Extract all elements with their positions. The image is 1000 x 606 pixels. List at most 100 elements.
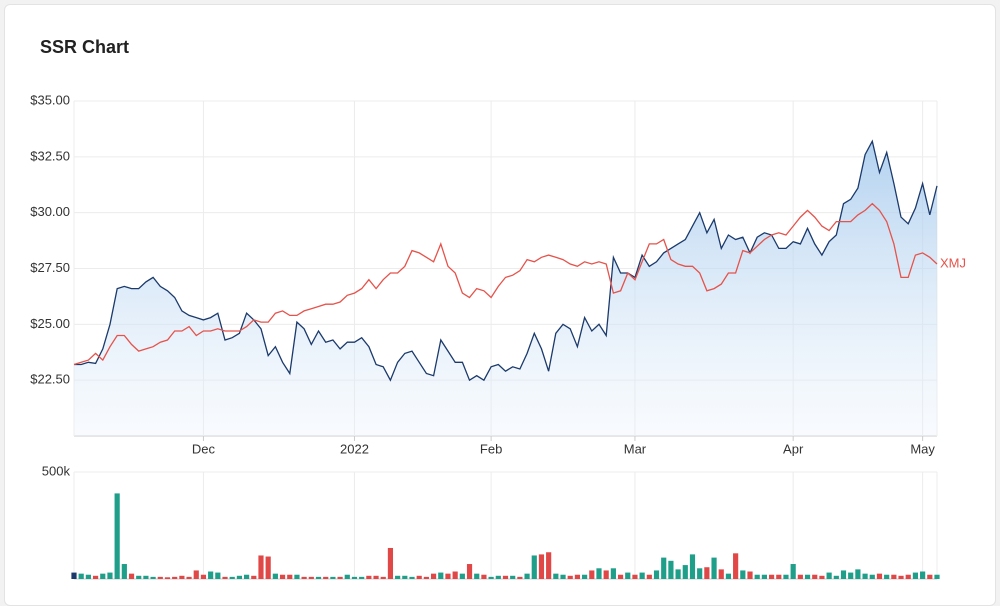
volume-bar [596,568,602,579]
volume-bar [164,577,171,579]
volume-bar [301,576,307,579]
volume-bar [639,572,645,579]
volume-bar [409,576,415,579]
volume-bar [323,576,329,579]
volume-bar [380,576,386,579]
series-label: XMJ [940,255,966,270]
volume-bar [337,576,343,579]
volume-bar [754,574,760,579]
y-tick-label: $32.50 [30,148,70,163]
chart-title: SSR Chart [40,37,129,57]
volume-bar [927,574,933,579]
volume-bar [466,564,473,579]
volume-bar [78,573,84,579]
volume-bar [610,568,616,579]
volume-bar [711,557,717,579]
volume-bar [884,574,890,579]
y-tick-label: 500k [42,463,71,478]
volume-bar [682,565,688,579]
x-tick-label: Apr [783,441,804,456]
volume-bar [186,576,192,579]
volume-bar [812,574,818,579]
volume-bar [359,576,365,579]
volume-bar [553,573,559,579]
volume-bar [761,574,767,579]
volume-bar [258,555,264,579]
volume-bar [704,567,710,579]
volume-bar [430,573,437,579]
volume-bar [819,575,825,579]
volume-bar [747,571,753,579]
volume-bar [697,568,703,579]
x-tick-label: 2022 [340,441,369,456]
volume-bar [215,572,221,579]
volume-bar [797,574,803,579]
x-tick-label: Dec [192,441,216,456]
volume-bar [574,574,581,579]
line [74,139,938,382]
volume-bar [445,573,451,579]
y-tick-label: $25.00 [30,316,70,331]
volume-bar [459,573,465,579]
volume-bar [783,574,789,579]
volume-bar [287,574,293,579]
volume-bar [546,552,552,579]
volume-bar [538,554,545,579]
volume-bar [100,573,106,579]
y-tick-label: $35.00 [30,92,70,107]
volume-bar [85,574,91,579]
volume-bar [531,555,537,579]
volume-bar [236,575,242,579]
volume-bar [150,576,156,579]
volume-bar [617,574,624,579]
volume-bar [668,560,674,579]
volume-bar [869,574,875,579]
volume-bar [229,576,235,579]
volume-bar [589,570,595,579]
y-tick-label: $27.50 [30,260,70,275]
volume-bar [603,570,609,579]
volume-bar [114,493,120,579]
volume-bar [315,576,322,579]
volume-bar [107,572,113,579]
volume-bar [776,574,782,579]
volume-bar [495,575,501,579]
volume-bar [517,576,523,579]
volume-bar [661,557,667,579]
volume-bar [905,574,911,579]
volume-bar [826,572,832,579]
volume-bar [848,572,854,579]
volume-bar [769,574,775,579]
volume-bar [157,576,163,579]
volume-bar [862,573,868,579]
volume-bar [121,564,127,579]
volume-bar [582,574,588,579]
volume-bar [725,573,732,579]
volume-bar [524,573,530,579]
volume-bar [502,575,509,579]
volume-bar [294,574,300,579]
volume-bar [625,572,631,579]
volume-bar [423,576,429,579]
volume-bar [344,574,350,579]
line [73,202,938,366]
volume-bar [279,574,286,579]
volume-bar [804,574,811,579]
volume-bar [510,575,516,579]
volume-bar [452,571,458,579]
volume-bar [92,575,99,579]
volume-bar [143,575,149,579]
volume-bar [351,576,358,579]
area [74,141,937,436]
volume-bar [71,572,77,579]
volume-bar [438,572,444,579]
volume-bar [891,574,897,579]
volume-bar [876,573,883,579]
volume-bar [272,573,278,579]
volume-bar [855,569,861,579]
volume-bar [402,575,408,579]
volume-bar [560,574,566,579]
volume-bar [740,570,746,579]
volume-bar [251,575,257,579]
